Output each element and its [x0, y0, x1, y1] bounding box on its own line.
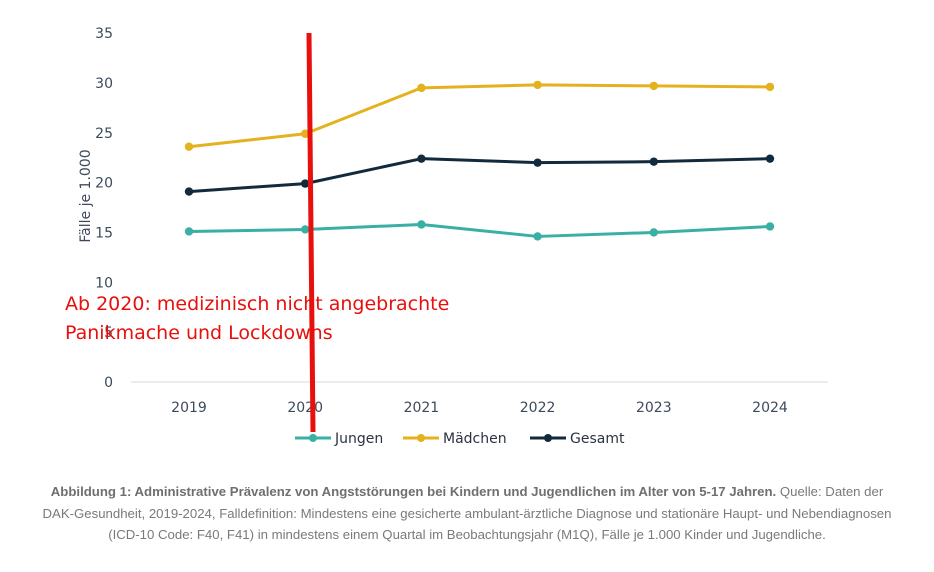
legend-item-jungen: Jungen [295, 431, 383, 447]
figure-caption: Abbildung 1: Administrative Prävalenz vo… [40, 481, 894, 546]
data-point [765, 222, 775, 231]
legend: Jungen Mädchen Gesamt [295, 431, 625, 447]
annotation-line-2: Panikmache und Lockdowns [65, 322, 333, 344]
data-point [649, 228, 658, 237]
series-gesamt [184, 154, 775, 196]
data-point [533, 158, 542, 167]
legend-label: Gesamt [570, 431, 625, 447]
legend-label: Jungen [334, 431, 383, 447]
data-point [417, 154, 426, 163]
data-point [765, 154, 775, 163]
legend-label: Mädchen [443, 431, 507, 447]
x-tick-label: 2019 [171, 400, 207, 416]
data-point [417, 220, 426, 229]
data-point [301, 225, 310, 234]
data-point [184, 227, 194, 236]
series-layer [184, 80, 775, 241]
series-mädchen [184, 80, 775, 151]
y-tick-label: 5 [104, 325, 113, 341]
series-line [188, 83, 771, 149]
x-tick-label: 2021 [404, 400, 440, 416]
data-point [533, 80, 542, 90]
y-axis-label: Fälle je 1.000 [78, 149, 94, 242]
y-tick-label: 10 [95, 275, 113, 291]
annotation: Ab 2020: medizinisch nicht angebrachte P… [65, 32, 449, 433]
data-point [184, 142, 194, 151]
data-point [533, 232, 542, 241]
legend-item-mädchen: Mädchen [403, 431, 507, 447]
y-tick-label: 35 [95, 26, 113, 42]
y-tick-label: 15 [95, 225, 113, 241]
annotation-marker-line [306, 32, 316, 433]
annotation-line-1: Ab 2020: medizinisch nicht angebrachte [65, 293, 449, 315]
data-point [417, 83, 426, 93]
caption-text: Quelle: Daten der DAK-Gesundheit, 2019-2… [42, 484, 892, 542]
x-tick-label: 2024 [752, 400, 788, 416]
series-jungen [184, 220, 775, 241]
x-tick-label: 2020 [287, 400, 323, 416]
legend-swatch-marker [417, 434, 425, 442]
legend-swatch-marker [309, 434, 317, 442]
x-tick-label: 2022 [520, 400, 556, 416]
caption-title: Abbildung 1: Administrative Prävalenz vo… [50, 484, 777, 499]
data-point [649, 157, 658, 166]
x-axis-ticks: 2019 2020 2021 2022 2023 2024 [171, 400, 788, 416]
y-tick-label: 0 [104, 375, 113, 391]
data-point [301, 129, 310, 138]
y-tick-label: 25 [95, 126, 113, 142]
data-point [765, 82, 775, 92]
data-point [649, 81, 658, 91]
y-tick-label: 20 [95, 176, 113, 192]
data-point [301, 179, 310, 188]
series-line [188, 222, 771, 238]
y-tick-label: 30 [95, 76, 113, 92]
x-tick-label: 2023 [636, 400, 672, 416]
data-point [184, 187, 194, 196]
legend-swatch-marker [544, 434, 552, 442]
series-line [188, 157, 771, 194]
y-axis-ticks: 0 5 10 15 20 25 30 35 [95, 26, 113, 391]
legend-item-gesamt: Gesamt [530, 431, 625, 447]
